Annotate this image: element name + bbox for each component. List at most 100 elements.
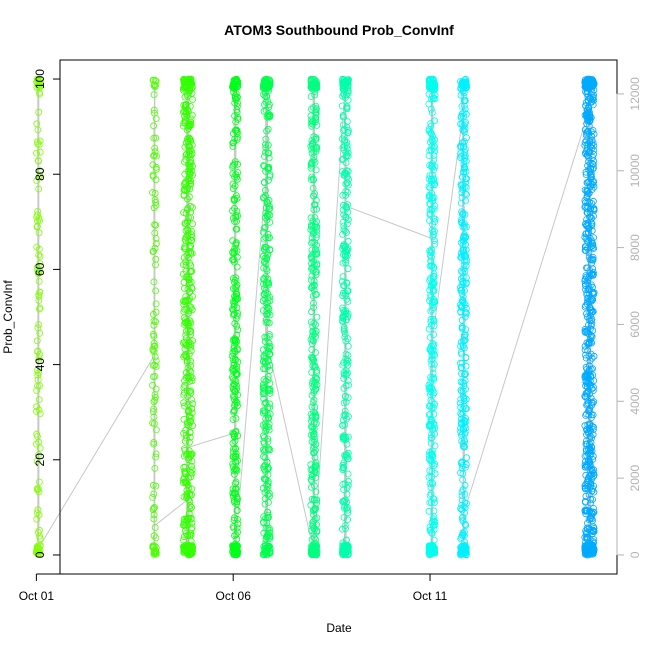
- data-point: [151, 83, 159, 91]
- data-point: [340, 222, 348, 230]
- data-point: [312, 440, 320, 448]
- data-point: [151, 221, 159, 229]
- data-point: [462, 424, 470, 432]
- data-point: [263, 303, 271, 311]
- data-point: [260, 101, 268, 108]
- data-point: [230, 524, 238, 532]
- data-point: [34, 529, 42, 536]
- data-point: [427, 274, 434, 282]
- data-point: [341, 454, 349, 461]
- data-point: [588, 140, 596, 148]
- data-point: [260, 463, 268, 471]
- data-point: [152, 221, 160, 229]
- data-point: [343, 245, 350, 253]
- data-point: [34, 207, 42, 215]
- data-point: [35, 251, 43, 259]
- data-point: [35, 108, 43, 116]
- data-point: [590, 289, 598, 297]
- data-point: [182, 156, 190, 163]
- data-point: [265, 80, 273, 88]
- data-point: [152, 357, 160, 365]
- data-point: [460, 109, 468, 117]
- data-point: [151, 550, 159, 557]
- data-point: [339, 547, 347, 554]
- data-point: [585, 286, 593, 294]
- data-point: [586, 160, 594, 168]
- data-point: [264, 357, 272, 365]
- data-point: [585, 543, 593, 550]
- data-point: [264, 275, 272, 283]
- data-point: [150, 438, 158, 446]
- data-point: [231, 337, 239, 345]
- data-point: [342, 355, 350, 363]
- data-point: [265, 154, 273, 162]
- data-point: [230, 195, 238, 203]
- data-point: [264, 376, 272, 384]
- x-axis: Oct 01 Oct 06 Oct 11: [19, 573, 448, 603]
- data-point: [458, 464, 466, 472]
- data-point: [259, 484, 267, 492]
- data-point: [581, 126, 589, 134]
- data-point: [187, 121, 195, 129]
- data-point: [34, 382, 41, 390]
- data-point: [260, 162, 268, 170]
- data-point: [151, 144, 159, 152]
- data-point: [262, 286, 270, 294]
- data-point: [585, 229, 592, 237]
- data-point: [264, 347, 272, 355]
- data-point: [589, 484, 596, 492]
- data-point: [229, 523, 237, 530]
- data-point: [309, 227, 317, 235]
- data-point: [185, 387, 193, 395]
- data-point: [425, 421, 433, 429]
- data-point: [35, 488, 43, 496]
- data-point: [35, 451, 42, 459]
- data-point: [458, 290, 466, 298]
- data-point: [457, 469, 464, 477]
- y-axis-label: Prob_ConvInf: [1, 280, 15, 354]
- data-point: [309, 507, 317, 515]
- data-point: [427, 318, 435, 326]
- data-point: [431, 136, 439, 144]
- data-point: [426, 542, 434, 550]
- data-point: [588, 422, 596, 430]
- data-point: [338, 278, 346, 285]
- data-point: [312, 166, 320, 174]
- data-point: [183, 494, 190, 502]
- data-point: [186, 163, 194, 171]
- data-point: [229, 214, 237, 222]
- data-point: [262, 549, 270, 557]
- data-point: [586, 377, 594, 385]
- data-point: [458, 193, 466, 201]
- data-point: [307, 112, 315, 120]
- data-point: [590, 398, 598, 406]
- data-point: [460, 344, 468, 352]
- data-point: [462, 119, 470, 126]
- data-point: [425, 100, 433, 108]
- data-point: [263, 318, 271, 326]
- data-point: [308, 495, 316, 503]
- data-point: [33, 457, 41, 465]
- data-point: [460, 337, 468, 344]
- data-point: [181, 143, 189, 151]
- data-point: [583, 365, 591, 373]
- data-point: [152, 165, 160, 173]
- data-point: [343, 295, 351, 303]
- data-point: [427, 388, 435, 396]
- data-point: [265, 414, 273, 422]
- data-point: [183, 126, 191, 134]
- data-point: [340, 76, 348, 84]
- data-point: [260, 178, 268, 186]
- data-point: [581, 461, 589, 469]
- data-point: [233, 225, 241, 233]
- data-point: [457, 254, 465, 261]
- data-point: [308, 239, 315, 247]
- data-point: [430, 264, 438, 272]
- data-point: [262, 135, 270, 143]
- data-point: [150, 373, 157, 381]
- data-point: [265, 101, 273, 108]
- data-point: [233, 524, 241, 532]
- data-point: [229, 185, 237, 193]
- data-point: [311, 506, 319, 514]
- data-point: [259, 446, 267, 454]
